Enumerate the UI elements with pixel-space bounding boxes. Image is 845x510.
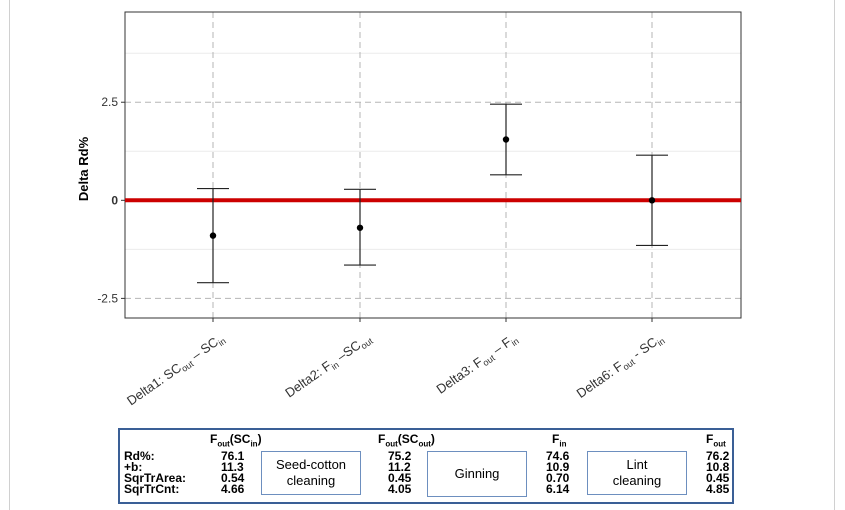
point-estimate bbox=[648, 197, 656, 204]
row-label-b: +b: bbox=[124, 460, 143, 474]
table-cell: 10.9 bbox=[546, 460, 570, 474]
x-category-label-part: – SC bbox=[186, 334, 221, 365]
y-tick-label: 2.5 bbox=[101, 95, 118, 109]
stage-seed-cotton-cleaning: Seed-cotton cleaning bbox=[261, 451, 361, 495]
x-category-label-part: –SC bbox=[331, 337, 363, 366]
table-cell: 10.8 bbox=[706, 460, 730, 474]
y-tick-label: 0 bbox=[111, 193, 118, 207]
plot-border bbox=[124, 11, 742, 319]
table-cell: 0.45 bbox=[706, 471, 730, 485]
y-tick-label: -2.5 bbox=[97, 291, 118, 305]
frame-right-line bbox=[834, 0, 835, 510]
row-label-sqrtrarea: SqrTrArea: bbox=[124, 471, 187, 485]
x-category-label: Delta1: SCout – SCin bbox=[124, 330, 228, 410]
col-header-fout: Fout bbox=[706, 432, 726, 449]
x-category-label: Delta3: Fout – Fin bbox=[434, 330, 521, 398]
table-cell: 4.66 bbox=[221, 482, 245, 496]
x-category-label-part: Delta6: F bbox=[574, 358, 626, 401]
col-header-fout-scout: Fout(SCout) bbox=[378, 432, 435, 449]
x-category-label-part: Delta2: F bbox=[282, 358, 334, 401]
x-category-label-part: - SC bbox=[627, 334, 660, 363]
process-summary-table: Fout(SCin) Fout(SCout) Fin Fout Rd%: +b:… bbox=[118, 428, 734, 504]
table-cell: 76.1 bbox=[221, 449, 245, 463]
x-category-label: Delta2: Fin –SCout bbox=[282, 330, 375, 402]
point-estimate bbox=[502, 136, 510, 143]
x-category-label-part: in bbox=[509, 336, 520, 348]
table-cell: 4.05 bbox=[388, 482, 412, 496]
x-category-label-part: Delta3: F bbox=[434, 354, 486, 397]
stage-lint-cleaning: Lint cleaning bbox=[587, 451, 687, 495]
x-category-label-part: in bbox=[216, 336, 227, 348]
x-category-label-part: Delta1: SC bbox=[124, 360, 184, 408]
table-cell: 75.2 bbox=[388, 449, 412, 463]
table-cell: 74.6 bbox=[546, 449, 570, 463]
table-cell: 11.2 bbox=[388, 460, 411, 474]
table-cell: 4.85 bbox=[706, 482, 730, 496]
table-cell: 0.45 bbox=[388, 471, 412, 485]
stage-ginning: Ginning bbox=[427, 451, 527, 497]
x-category-label-part: in bbox=[329, 360, 340, 372]
plot-panel bbox=[125, 12, 741, 318]
point-estimate bbox=[209, 232, 217, 239]
col-header-fout-scin: Fout(SCin) bbox=[210, 432, 262, 449]
table-cell: 0.54 bbox=[221, 471, 245, 485]
frame-left-line bbox=[9, 0, 10, 510]
x-category-label: Delta6: Fout - SCin bbox=[574, 330, 667, 402]
y-axis-title: Delta Rd% bbox=[76, 136, 91, 201]
table-cell: 6.14 bbox=[546, 482, 570, 496]
table-cell: 76.2 bbox=[706, 449, 730, 463]
row-label-sqrtrcnt: SqrTrCnt: bbox=[124, 482, 180, 496]
row-label-rd: Rd%: bbox=[124, 449, 155, 463]
table-cell: 0.70 bbox=[546, 471, 570, 485]
col-header-fin: Fin bbox=[552, 432, 567, 449]
table-cell: 11.3 bbox=[221, 460, 244, 474]
x-category-label-part: in bbox=[655, 336, 666, 348]
point-estimate bbox=[356, 224, 364, 231]
